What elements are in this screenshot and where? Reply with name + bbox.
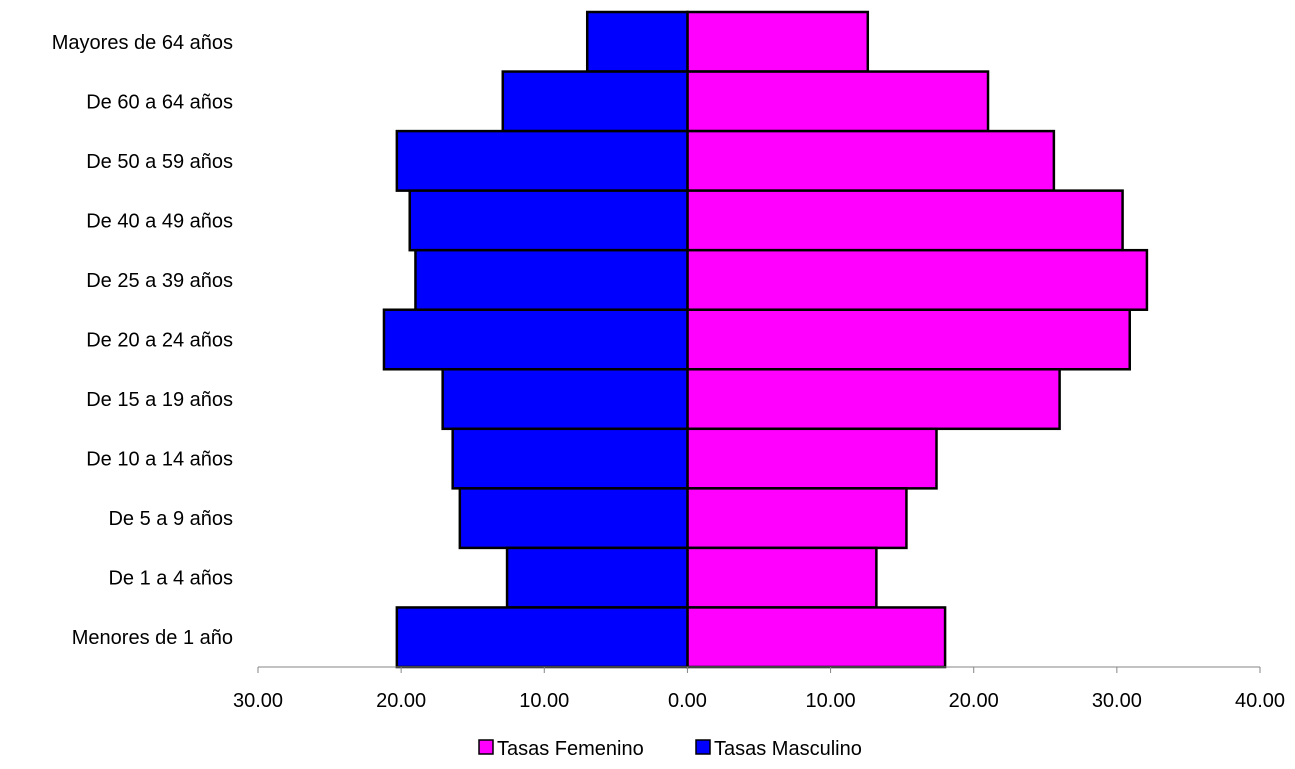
bar-masculino-3: [408, 189, 689, 252]
bars-layer: [382, 10, 1149, 669]
x-tick-label-5: 20.00: [949, 690, 999, 712]
bar-femenino-10: [686, 606, 947, 669]
category-label-1: De 60 a 64 años: [86, 91, 233, 113]
legend-label-femenino: Tasas Femenino: [497, 738, 644, 760]
bar-masculino-7: [451, 427, 689, 490]
bar-masculino-10: [395, 606, 689, 669]
bar-masculino-2: [395, 129, 689, 192]
bar-femenino-1: [686, 70, 990, 133]
category-label-6: De 15 a 19 años: [86, 389, 233, 411]
x-axis: 30.00 20.00 10.00 0.00 10.00 20.00 30.00 40.00: [233, 666, 1285, 712]
bar-femenino-5: [686, 308, 1131, 371]
category-label-3: De 40 a 49 años: [86, 210, 233, 232]
bar-femenino-2: [686, 129, 1056, 192]
category-label-9: De 1 a 4 años: [108, 568, 233, 590]
bar-masculino-4: [414, 248, 689, 311]
legend: Tasas Femenino Tasas Masculino: [478, 738, 862, 760]
bar-masculino-9: [505, 546, 689, 609]
category-labels: Mayores de 64 años De 60 a 64 años De 50 a…: [52, 32, 233, 649]
bar-masculino-1: [501, 70, 689, 133]
x-tick-label-7: 40.00: [1235, 690, 1285, 712]
bar-masculino-6: [441, 368, 689, 431]
x-tick-label-4: 10.00: [806, 690, 856, 712]
bar-femenino-0: [686, 10, 870, 73]
x-tick-label-3: 0.00: [668, 690, 707, 712]
category-label-7: De 10 a 14 años: [86, 449, 233, 471]
bar-femenino-7: [686, 427, 938, 490]
x-tick-label-6: 30.00: [1092, 690, 1142, 712]
x-tick-label-0: 30.00: [233, 690, 283, 712]
x-tick-label-2: 10.00: [519, 690, 569, 712]
legend-swatch-masculino: [695, 739, 711, 755]
bar-masculino-0: [585, 10, 689, 73]
bar-femenino-6: [686, 368, 1061, 431]
bar-masculino-8: [458, 487, 689, 550]
category-label-0: Mayores de 64 años: [52, 32, 233, 54]
bar-masculino-5: [382, 308, 689, 371]
legend-label-masculino: Tasas Masculino: [714, 738, 862, 760]
bar-femenino-8: [686, 487, 908, 550]
category-label-2: De 50 a 59 años: [86, 151, 233, 173]
category-label-4: De 25 a 39 años: [86, 270, 233, 292]
legend-swatch-femenino: [478, 739, 494, 755]
category-label-10: Menores de 1 año: [72, 627, 233, 649]
category-label-8: De 5 a 9 años: [108, 508, 233, 530]
bar-femenino-4: [686, 248, 1149, 311]
bar-femenino-9: [686, 546, 878, 609]
x-tick-label-1: 20.00: [376, 690, 426, 712]
bar-femenino-3: [686, 189, 1124, 252]
category-label-5: De 20 a 24 años: [86, 330, 233, 352]
